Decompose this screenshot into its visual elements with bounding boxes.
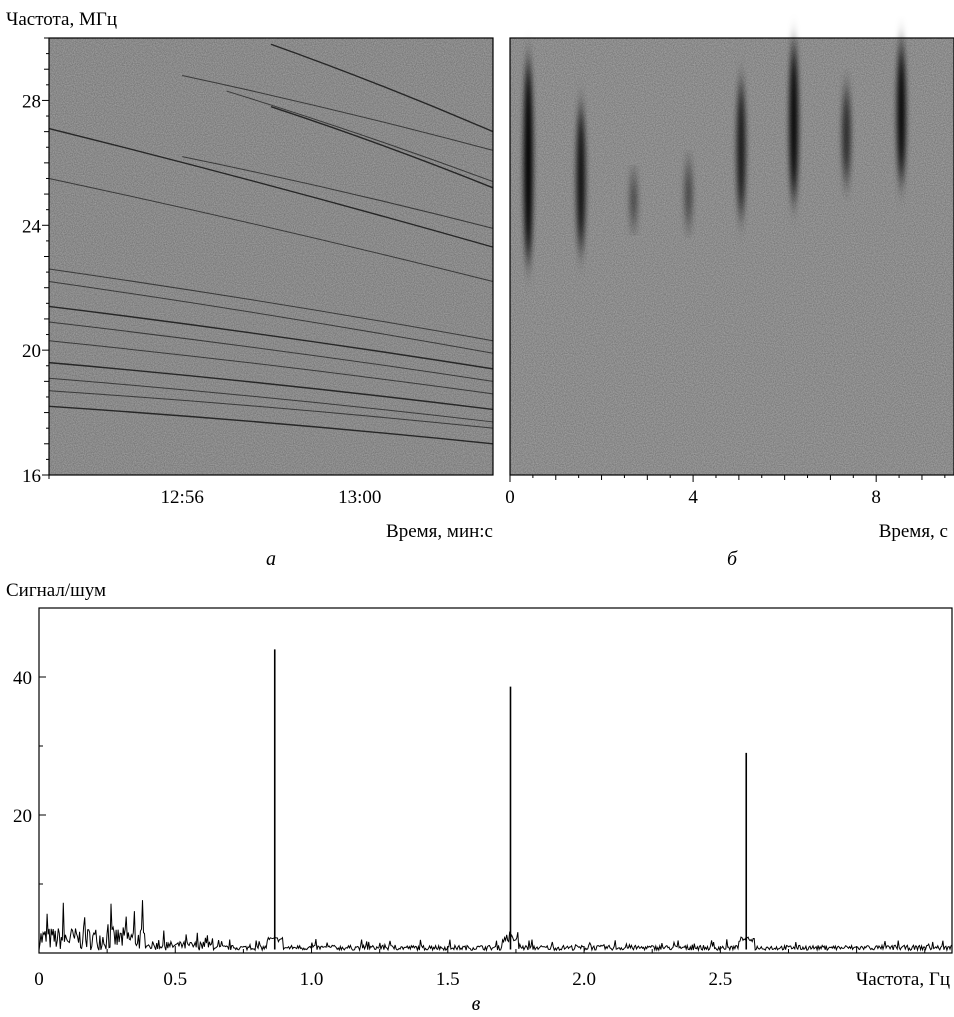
panel-a-noise (49, 38, 493, 475)
sweep-line (226, 90, 494, 183)
panel-b-x-label: Время, с (879, 521, 948, 542)
panel-c-letter: в (472, 993, 481, 1015)
sweep-line (182, 156, 494, 229)
sweep-line (270, 43, 494, 133)
panel-c-peaks (273, 649, 748, 950)
pulse-mark (684, 162, 694, 226)
sweep-line (270, 106, 494, 189)
y-tick-label: 20 (13, 806, 32, 827)
sweep-line (48, 305, 494, 370)
panel-c-frame (38, 607, 953, 954)
panel-b-pulses (523, 44, 906, 263)
pulse-mark (896, 44, 906, 182)
panel-c-x-axis: 0 0.5 1.0 1.5 2.0 2.5 (34, 946, 926, 990)
panel-c-y-label: Сигнал/шум (6, 580, 106, 601)
y-tick-label: 28 (22, 91, 41, 112)
panel-b-frame (509, 37, 954, 476)
panel-c-x-label: Частота, Гц (856, 969, 950, 990)
panel-a-x-label: Время, мин:с (386, 521, 493, 542)
x-tick-label: 0.5 (163, 969, 187, 990)
panel-b-x-axis: 0 4 8 (505, 475, 946, 508)
x-tick-label: 1.5 (436, 969, 460, 990)
pulse-mark (629, 175, 639, 226)
sweep-line (182, 74, 494, 151)
y-tick-label: 20 (22, 341, 41, 362)
panel-b-spectrogram: 0 4 8 Время, с б (505, 37, 954, 570)
pulse-mark (841, 87, 851, 182)
x-tick-label: 0 (34, 969, 44, 990)
sweep-line (48, 321, 494, 382)
sweep-line (48, 177, 494, 282)
x-tick-label: 0 (505, 487, 515, 508)
panel-a-y-label: Частота, МГц (6, 9, 117, 30)
sweep-line (48, 390, 494, 429)
sweep-line (48, 268, 494, 342)
y-tick-label: 24 (22, 216, 42, 237)
sweep-line (48, 280, 494, 354)
x-tick-label: 12:56 (161, 487, 204, 508)
x-tick-label: 1.0 (300, 969, 324, 990)
panel-a-letter: а (266, 548, 276, 570)
sweep-line (48, 405, 494, 445)
panel-a-x-axis: 12:56 13:00 (48, 475, 381, 508)
panel-b-letter: б (727, 548, 738, 570)
x-tick-label: 8 (871, 487, 881, 508)
sweep-line (48, 127, 494, 248)
sweep-line (48, 361, 494, 411)
panel-b-noise (510, 38, 954, 475)
panel-a-sweeps (48, 43, 494, 445)
y-tick-label: 40 (13, 668, 32, 689)
x-tick-label: 2.0 (572, 969, 596, 990)
y-tick-label: 16 (22, 466, 41, 487)
pulse-mark (523, 59, 533, 263)
pulse-mark (789, 44, 799, 201)
pulse-mark (576, 106, 586, 251)
panel-a-y-axis: 16 20 24 28 (22, 37, 49, 487)
x-tick-label: 13:00 (338, 487, 381, 508)
x-tick-label: 2.5 (708, 969, 732, 990)
panel-c-noise-trace (38, 900, 953, 953)
panel-a-spectrogram: 16 20 24 28 12:56 13:00 Частота, МГц Время, … (6, 9, 494, 570)
sweep-line (48, 377, 494, 423)
pulse-mark (736, 81, 746, 216)
x-tick-label: 4 (688, 487, 698, 508)
sweep-line (48, 340, 494, 395)
